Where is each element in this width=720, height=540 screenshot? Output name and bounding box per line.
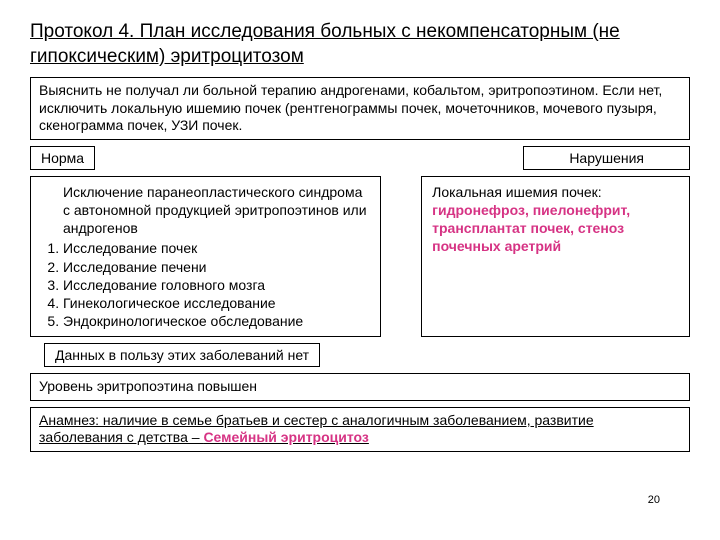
list-item: Исследование печени — [63, 258, 370, 276]
list-item: Гинекологическое исследование — [63, 294, 370, 312]
left-column-box: Исключение паранеопластического синдрома… — [30, 176, 381, 338]
page-number: 20 — [648, 494, 660, 506]
left-intro: Исключение паранеопластического синдрома… — [41, 183, 370, 238]
list-item: Исследование головного мозга — [63, 276, 370, 294]
box-no-data: Данных в пользу этих заболеваний нет — [44, 343, 320, 367]
right-intro: Локальная ишемия почек: — [432, 184, 602, 200]
box-intro: Выяснить не получал ли больной терапию а… — [30, 77, 690, 140]
label-narusheniya: Нарушения — [523, 146, 690, 170]
label-norma: Норма — [30, 146, 95, 170]
right-column-box: Локальная ишемия почек: гидронефроз, пие… — [421, 176, 690, 338]
page-title: Протокол 4. План исследования больных с … — [30, 20, 690, 69]
two-column-row: Исключение паранеопластического синдрома… — [30, 176, 690, 338]
anamnez-highlight: Семейный эритроцитоз — [203, 429, 368, 445]
list-item: Исследование почек — [63, 239, 370, 257]
label-row: Норма Нарушения — [30, 146, 690, 170]
narrow-box-wrapper: Данных в пользу этих заболеваний нет — [30, 343, 690, 373]
list-item: Эндокринологическое обследование — [63, 312, 370, 330]
right-highlight: гидронефроз, пиелонефрит, трансплантат п… — [432, 202, 630, 254]
box-anamnez: Анамнез: наличие в семье братьев и сесте… — [30, 407, 690, 452]
investigation-list: Исследование почек Исследование печени И… — [41, 239, 370, 330]
box-epo: Уровень эритропоэтина повышен — [30, 373, 690, 401]
